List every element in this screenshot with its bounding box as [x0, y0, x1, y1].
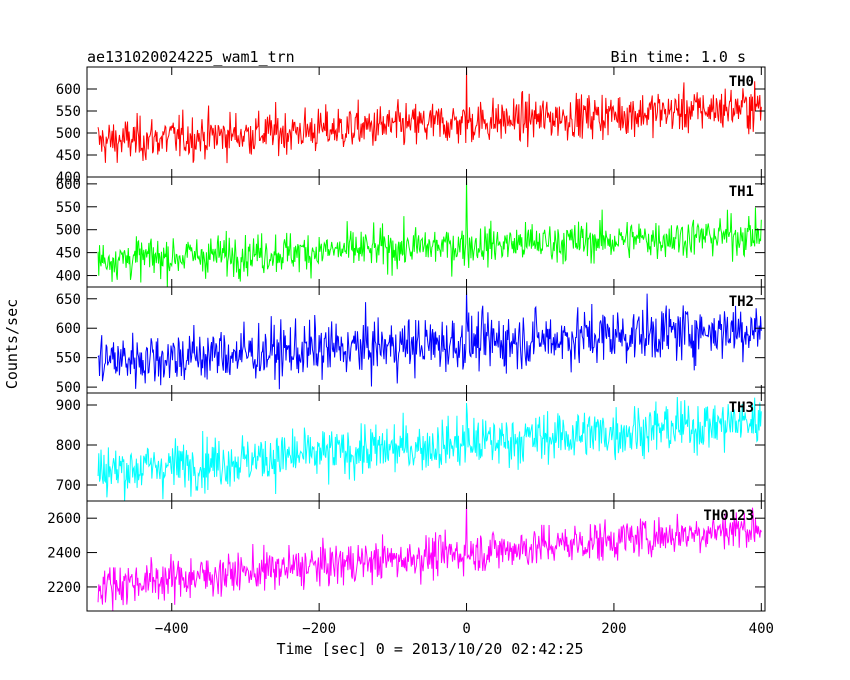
x-axis: −400 −200 0 200 400 — [155, 621, 774, 637]
panel-th1: 400 450 500 550 600 TH1 — [56, 176, 766, 288]
y-tick-label: 400 — [56, 269, 81, 285]
panel-th0: 400 450 500 550 600 TH0 — [56, 66, 766, 186]
panel-label-th0: TH0 — [729, 74, 754, 90]
panel-label-th3: TH3 — [729, 400, 754, 416]
y-tick-label: 550 — [56, 351, 81, 367]
panel-label-th0123: TH0123 — [703, 508, 754, 524]
panel-frame — [86, 286, 766, 394]
panel-th2: 500 550 600 650 TH2 — [56, 286, 766, 396]
panel-frame — [86, 176, 766, 288]
y-tick-label: 600 — [56, 82, 81, 98]
x-tick-label: −400 — [155, 621, 189, 637]
series-line-th0123 — [97, 502, 762, 611]
panel-frame — [86, 500, 766, 612]
y-tick-label: 2200 — [47, 580, 81, 596]
y-tick-label: 500 — [56, 126, 81, 142]
series-line-th0 — [97, 67, 762, 164]
y-tick-label: 800 — [56, 438, 81, 454]
y-tick-label: 550 — [56, 104, 81, 120]
y-tick-label: 2400 — [47, 546, 81, 562]
y-tick-label: 700 — [56, 478, 81, 494]
series-line-th3 — [97, 397, 762, 501]
x-tick-label: −200 — [302, 621, 336, 637]
panel-label-th2: TH2 — [729, 294, 754, 310]
panel-frame — [86, 392, 766, 502]
y-tick-label: 450 — [56, 148, 81, 164]
panel-th0123: 2200 2400 2600 TH0123 — [47, 500, 766, 612]
chart-title: ae131020024225_wam1_trn — [87, 48, 295, 66]
y-tick-label: 500 — [56, 380, 81, 396]
y-tick-label: 900 — [56, 398, 81, 414]
y-tick-label: 400 — [56, 170, 81, 186]
y-tick-label: 450 — [56, 246, 81, 262]
y-tick-label: 550 — [56, 200, 81, 216]
x-tick-label: 400 — [749, 621, 774, 637]
y-tick-label: 600 — [56, 321, 81, 337]
y-tick-label: 600 — [56, 177, 81, 193]
bin-time-label: Bin time: 1.0 s — [611, 48, 746, 66]
y-axis-title: Counts/sec — [3, 299, 21, 389]
panel-frame — [86, 66, 766, 178]
y-tick-label: 650 — [56, 292, 81, 308]
y-tick-label: 500 — [56, 223, 81, 239]
panel-th3: 700 800 900 TH3 — [56, 392, 766, 502]
x-axis-title: Time [sec] 0 = 2013/10/20 02:42:25 — [276, 640, 583, 658]
panel-label-th1: TH1 — [729, 184, 754, 200]
x-tick-label: 0 — [462, 621, 470, 637]
series-line-th2 — [97, 289, 762, 390]
y-tick-label: 2600 — [47, 511, 81, 527]
x-tick-label: 200 — [601, 621, 626, 637]
series-line-th1 — [97, 178, 762, 287]
